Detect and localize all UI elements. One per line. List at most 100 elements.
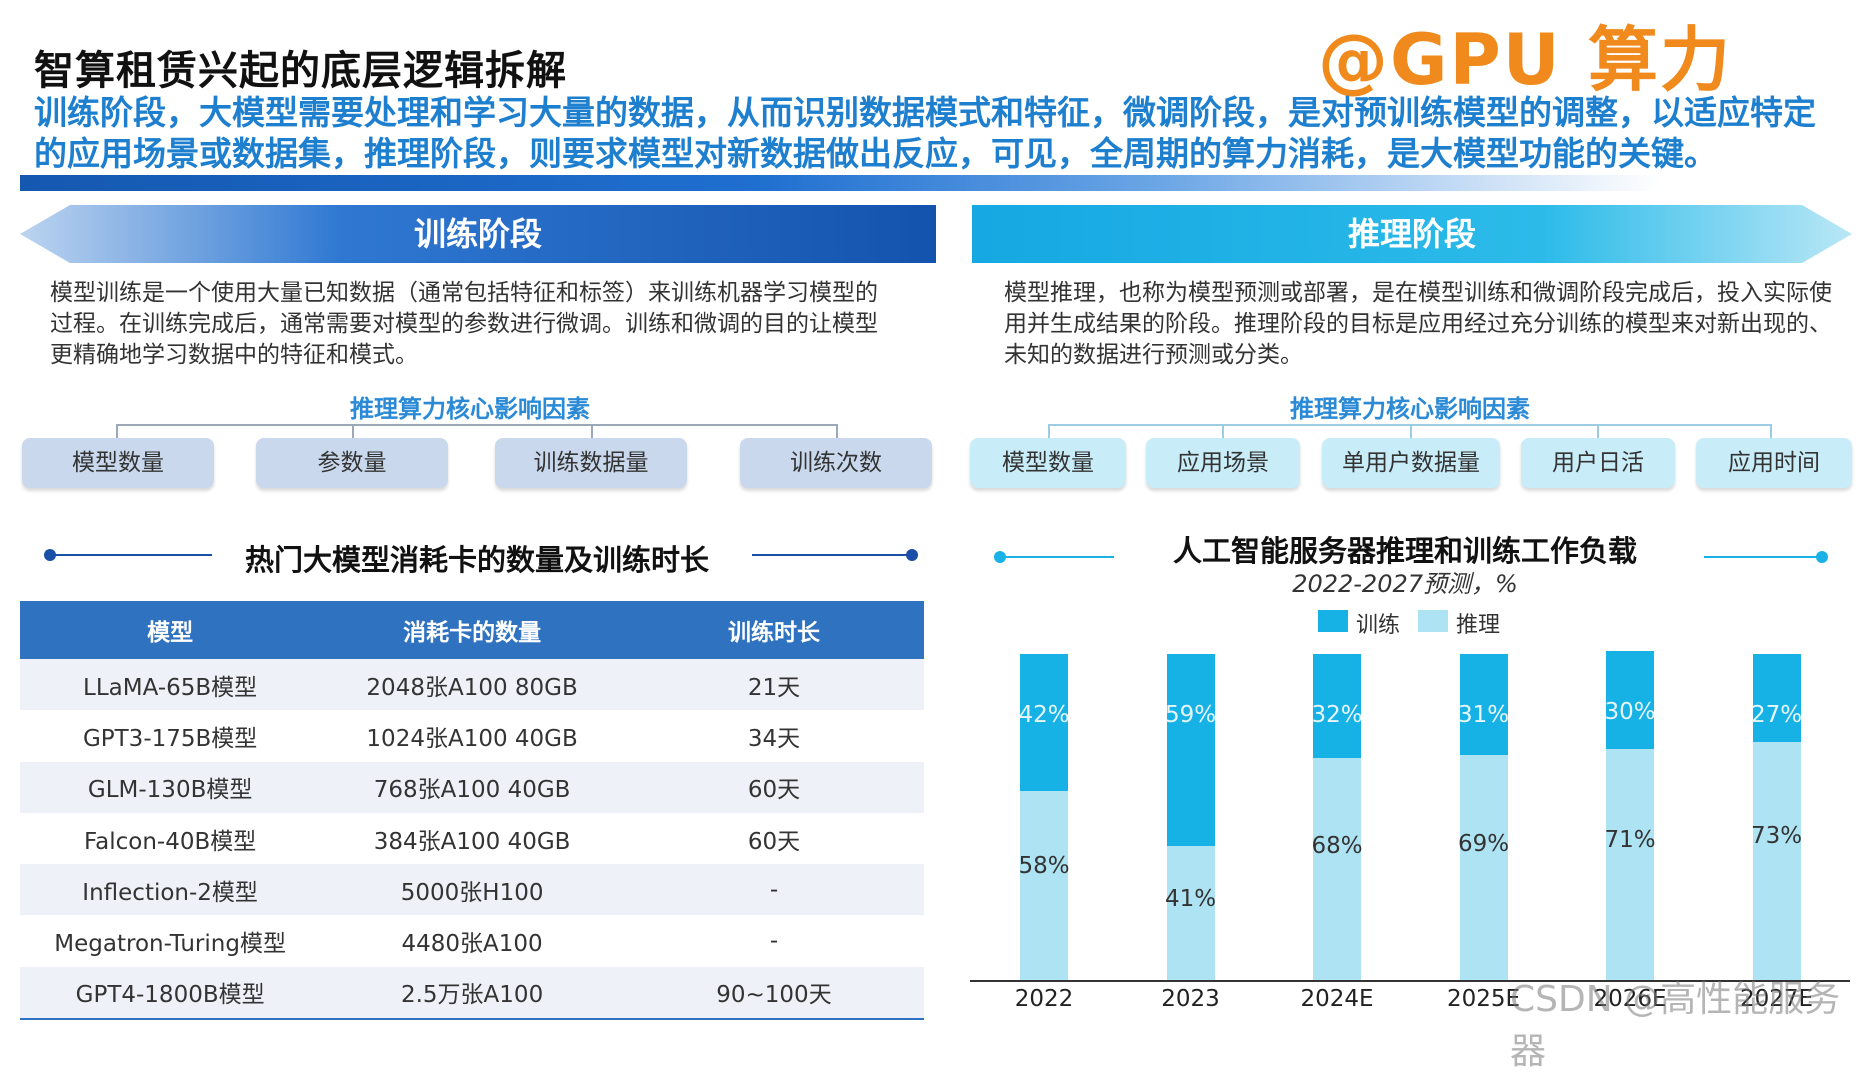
table-cell-model: GPT3-175B模型 [20,710,321,762]
intro-paragraph: 训练阶段，大模型需要处理和学习大量的数据，从而识别数据模式和特征，微调阶段，是对… [34,93,1816,173]
x-axis-line [970,980,1850,982]
inference-tree-stem [1222,424,1224,440]
training-factor-model-count: 模型数量 [22,438,214,488]
table-header-row: 模型 消耗卡的数量 训练时长 [20,601,924,659]
inference-banner-label: 推理阶段 [1347,215,1476,253]
data-label-training: 30% [1604,698,1656,725]
data-label-training: 32% [1311,702,1363,728]
inference-banner: 推理阶段 [972,205,1852,263]
data-label-inference: 41% [1164,885,1217,912]
table-row: GPT3-175B模型 1024张A100 40GB 34天 [20,710,924,762]
training-tree-stem [591,424,593,440]
inference-factor-user-data: 单用户数据量 [1322,438,1500,488]
data-label-training: 31% [1457,702,1510,728]
table-cell-duration: 34天 [623,710,924,762]
data-label-training: 27% [1750,702,1803,728]
table-cell-duration: 60天 [623,812,924,865]
table-cell-cards: 2048张A100 80GB [320,659,624,711]
chart-subtitle: 2022-2027预测，% [1292,570,1518,598]
data-label-inference: 69% [1457,831,1510,858]
inference-factor-dau: 用户日活 [1521,438,1675,488]
stacked-bar-chart: 58% 42% 2022 41% 59% 2023 68% 32% 2024E 69% 31% 202… [970,650,1850,1012]
table-row: Inflection-2模型 5000张H100 - [20,864,924,916]
bar-training [1752,654,1801,743]
table-row: LLaMA-65B模型 2048张A100 80GB 21天 [20,659,924,711]
table-cell-model: GPT4-1800B模型 [20,966,321,1021]
x-tick-label: 2027E [1739,986,1814,1012]
table-cell-cards: 4480张A100 [320,915,624,967]
table-cell-model: LLaMA-65B模型 [20,659,321,711]
chart-title-line-left [1000,556,1114,558]
table-row: Falcon-40B模型 384张A100 40GB 60天 [20,812,924,865]
bar-inference [1606,748,1654,980]
training-description: 模型训练是一个使用大量已知数据（通常包括特征和标签）来训练机器学习模型的过程。在… [50,280,878,368]
bar-inference [1020,790,1068,980]
x-tick-label: 2023 [1161,986,1220,1012]
training-tree-stem [116,424,118,440]
data-label-inference: 68% [1311,832,1363,859]
header-divider-bar [20,175,1660,191]
chart-title: 人工智能服务器推理和训练工作负载 [1172,534,1637,568]
table-cell-cards: 5000张H100 [320,864,624,916]
table-title-line-left [50,554,212,556]
table-cell-duration: 60天 [623,761,924,813]
table-header-duration: 训练时长 [623,601,924,659]
x-tick-label: 2025E [1446,986,1521,1012]
table-cell-cards: 2.5万张A100 [320,966,624,1021]
table-cell-duration: - [623,915,924,967]
inference-factors-title: 推理算力核心影响因素 [1290,395,1530,423]
training-factor-iterations: 训练次数 [740,438,932,488]
bar-training [1313,654,1361,759]
data-label-inference: 58% [1018,852,1070,879]
inference-factor-usage-time: 应用时间 [1696,438,1852,488]
table-title-line-right [752,554,912,556]
table-cell-cards: 384张A100 40GB [320,812,624,865]
table-cell-model: GLM-130B模型 [20,761,321,813]
inference-tree-stem [1048,424,1050,440]
bar-training [1020,654,1068,791]
chart-title-dot-right [1816,551,1828,563]
bar-training [1459,654,1508,756]
x-tick-label: 2024E [1300,986,1374,1012]
training-factor-data-volume: 训练数据量 [495,438,687,488]
legend-label-training: 训练 [1356,613,1401,638]
table-cell-model: Megatron-Turing模型 [20,915,321,967]
chart-title-line-right [1704,556,1822,558]
table-cell-cards: 1024张A100 40GB [320,710,624,762]
table-row: GLM-130B模型 768张A100 40GB 60天 [20,761,924,813]
table-title-dot-right [906,549,918,561]
table-header-cards: 消耗卡的数量 [320,601,624,659]
training-banner: 训练阶段 [20,205,936,263]
inference-banner-shape [972,205,1852,263]
table-row: GPT4-1800B模型 2.5万张A100 90~100天 [20,966,924,1021]
training-tree-horizontal [116,424,838,426]
data-label-training: 42% [1018,702,1070,728]
bar-inference [1166,846,1215,980]
inference-factor-model-count: 模型数量 [970,438,1126,488]
legend-label-inference: 推理 [1456,613,1501,638]
inference-description: 模型推理，也称为模型预测或部署，是在模型训练和微调阶段完成后，投入实际使用并生成… [1004,280,1832,368]
legend-swatch-inference [1418,610,1448,632]
inference-tree-stem [1770,424,1772,440]
inference-tree-stem [1410,424,1412,440]
data-label-inference: 71% [1604,827,1656,854]
table-cell-duration: - [623,864,924,916]
table-section-title: 热门大模型消耗卡的数量及训练时长 [245,543,710,577]
page-title: 智算租赁兴起的底层逻辑拆解 [34,48,567,94]
bar-inference [1459,755,1508,980]
table-row: Megatron-Turing模型 4480张A100 - [20,915,924,967]
x-tick-label: 2026E [1593,986,1667,1012]
data-label-training: 59% [1164,702,1217,728]
table-header-model: 模型 [20,601,321,659]
table-cell-duration: 21天 [623,659,924,711]
data-label-inference: 73% [1750,823,1803,850]
brand-watermark: @GPU 算力 [1318,19,1732,101]
table-cell-cards: 768张A100 40GB [320,761,624,813]
bar-training [1166,654,1215,847]
x-tick-label: 2022 [1014,986,1074,1012]
table-cell-model: Falcon-40B模型 [20,812,321,865]
training-factor-parameters: 参数量 [256,438,448,488]
training-banner-shape [20,205,936,263]
table-cell-duration: 90~100天 [623,966,924,1021]
inference-factor-scenario: 应用场景 [1146,438,1300,488]
